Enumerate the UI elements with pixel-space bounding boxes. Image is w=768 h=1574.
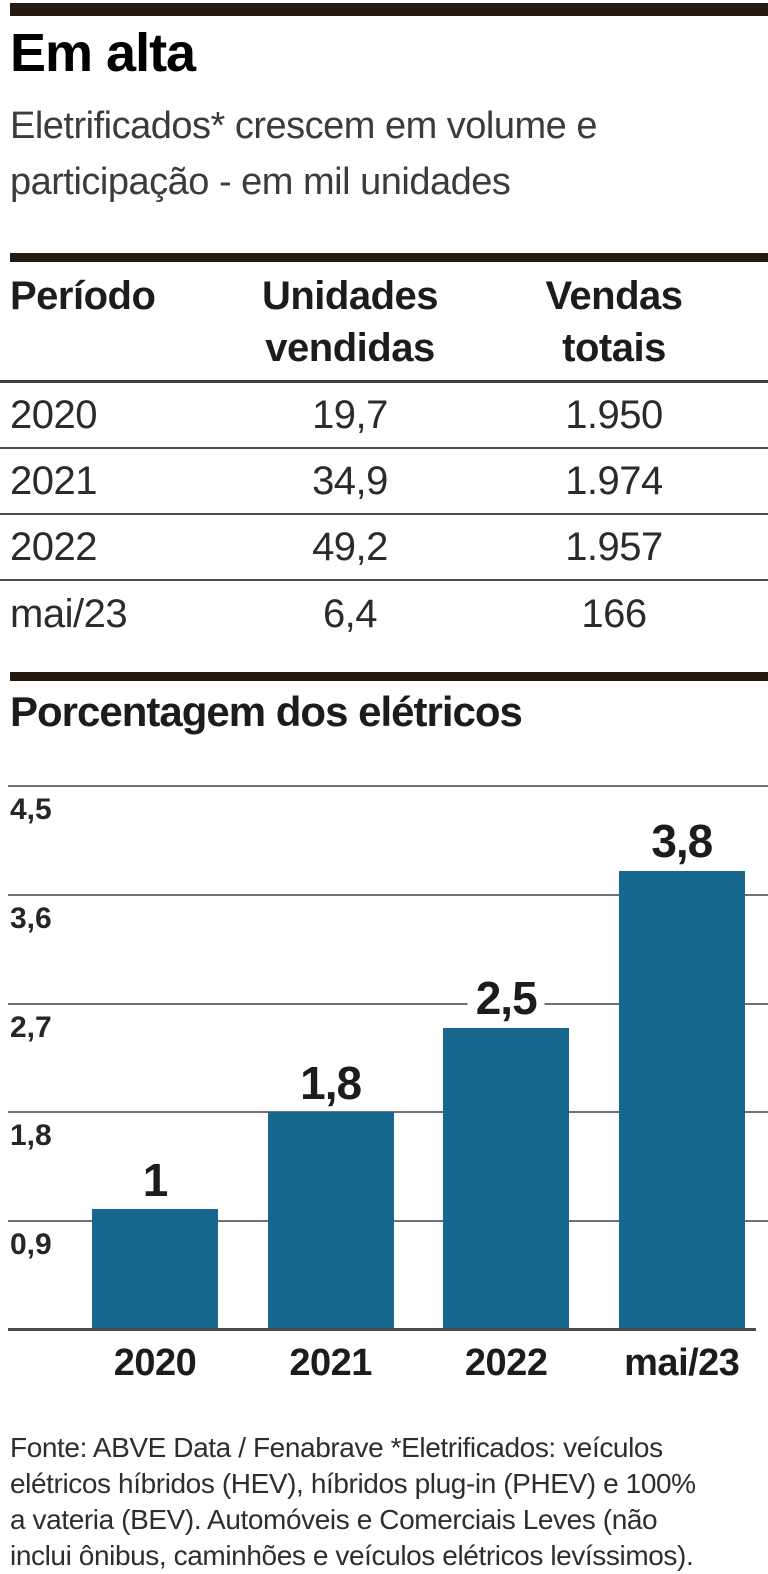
- y-tick-label: 0,9: [10, 1228, 52, 1262]
- bar-value-label: 1,8: [292, 1059, 370, 1107]
- footnote-line: Fonte: ABVE Data / Fenabrave *Eletrifica…: [10, 1432, 663, 1463]
- table-header-underline: [0, 380, 768, 383]
- column-header: Unidades vendidas: [261, 274, 439, 370]
- bar-value-label: 1: [134, 1156, 176, 1204]
- x-tick-label: 2021: [289, 1342, 372, 1384]
- section-divider-chart: [10, 672, 768, 681]
- subtitle-line: Eletrificados* crescem em volume e: [10, 105, 598, 147]
- chart-x-axis-labels: 2020 2021 2022 mai/23: [0, 1342, 768, 1398]
- bar-chart: 0,9 1,8 2,7 3,6 4,5 1 1,8 2,5 3,8: [0, 785, 768, 1331]
- y-tick-label: 4,5: [10, 793, 52, 826]
- table-row: mai/23 6,4 166: [0, 581, 768, 647]
- page-title: Em alta: [10, 23, 196, 83]
- y-tick-label: 1,8: [10, 1119, 52, 1153]
- table-cell: 34,9: [312, 458, 388, 503]
- bar-2021: [267, 1112, 394, 1330]
- footnote-line: inclui ônibus, caminhões e veículos elét…: [10, 1540, 694, 1571]
- bar-mai/23: [618, 870, 745, 1330]
- table-row: 2021 34,9 1.974: [0, 449, 768, 515]
- gridline: [8, 893, 768, 896]
- table-cell: 1.957: [565, 524, 663, 569]
- table-cell: 19,7: [312, 392, 388, 437]
- table-header-row: Período Unidades vendidas Vendas totais: [0, 270, 768, 374]
- table-cell: 1.974: [565, 458, 663, 503]
- x-tick-label: 2022: [464, 1342, 548, 1384]
- y-tick-label: 2,7: [10, 1010, 52, 1044]
- gridline: [8, 1002, 768, 1005]
- table-cell: 2022: [10, 524, 97, 569]
- chart-title: Porcentagem dos elétricos: [10, 688, 523, 735]
- y-tick-label: 3,6: [10, 901, 52, 935]
- bar-value-label: 2,5: [467, 974, 545, 1023]
- top-accent-bar: [10, 3, 768, 16]
- bar-2020: [92, 1209, 218, 1330]
- table-cell: 2020: [10, 392, 97, 437]
- footnote-line: a vateria (BEV). Automóveis e Comerciais…: [10, 1504, 658, 1535]
- table-cell: 2021: [10, 458, 97, 503]
- table-cell: 49,2: [312, 524, 388, 569]
- x-axis-line: [8, 1328, 756, 1331]
- table-cell: mai/23: [10, 591, 128, 636]
- bar-value-label: 3,8: [643, 817, 721, 866]
- gridline: [8, 785, 768, 787]
- table-cell: 166: [581, 591, 647, 636]
- table-cell: 6,4: [322, 591, 378, 636]
- footnote-line: elétricos híbridos (HEV), híbridos plug-…: [10, 1468, 696, 1499]
- subtitle-line: participação - em mil unidades: [10, 161, 511, 203]
- x-tick-label: mai/23: [624, 1342, 740, 1384]
- page-subtitle: Eletrificados* crescem em volume e partic…: [10, 98, 598, 210]
- table-cell: 1.950: [565, 392, 663, 437]
- source-footnote: Fonte: ABVE Data / Fenabrave *Eletrifica…: [10, 1430, 696, 1574]
- table-row: 2020 19,7 1.950: [0, 383, 768, 449]
- section-divider-table: [10, 253, 768, 262]
- gridline: [8, 1111, 768, 1114]
- column-header: Vendas totais: [545, 274, 683, 370]
- x-tick-label: 2020: [113, 1342, 197, 1384]
- bar-2022: [443, 1027, 570, 1330]
- data-table: 2020 19,7 1.950 2021 34,9 1.974 2022 49,2 1.957 m…: [0, 383, 768, 647]
- column-header: Período: [10, 274, 156, 318]
- table-row: 2022 49,2 1.957: [0, 515, 768, 581]
